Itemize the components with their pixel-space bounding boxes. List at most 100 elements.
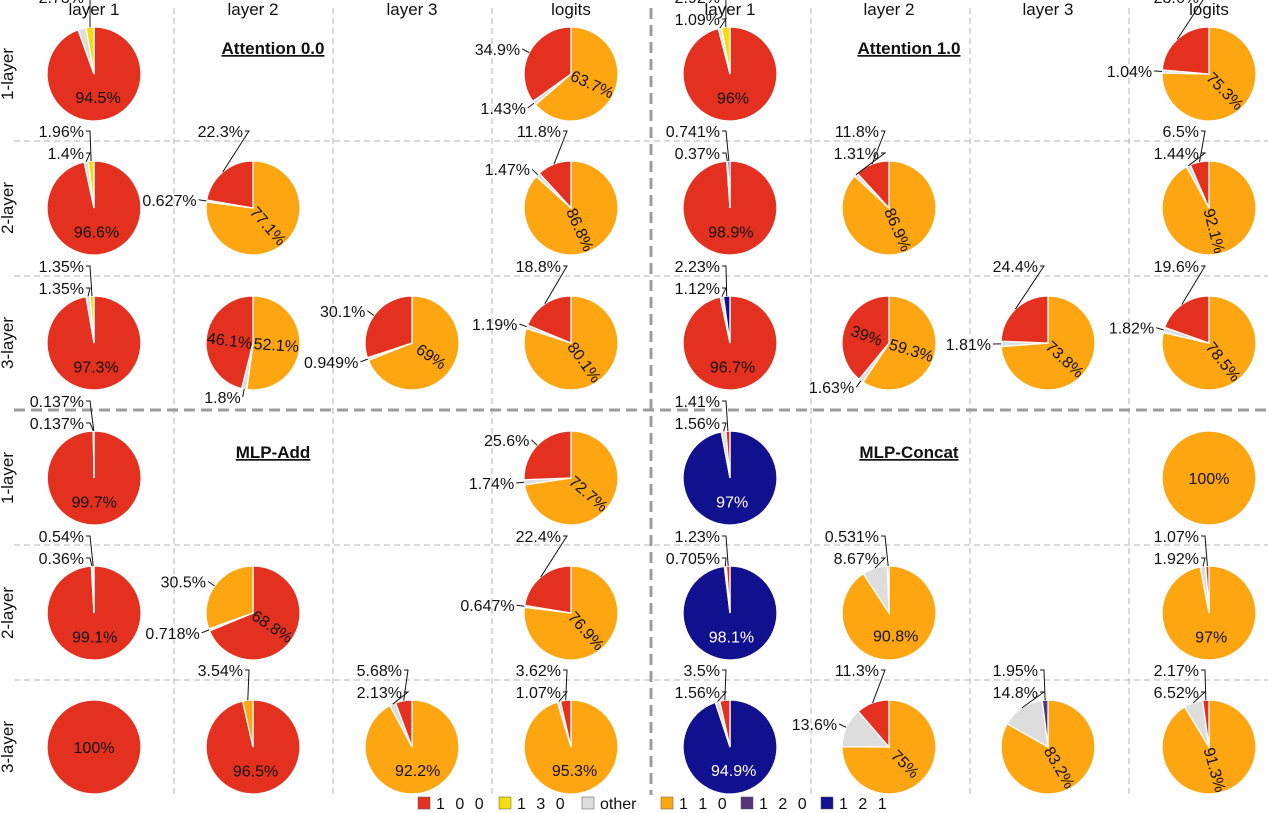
pie-label: 1.07% <box>516 685 561 702</box>
pie-label: 97% <box>1195 629 1227 646</box>
pie: 100% <box>46 699 142 795</box>
pie-label: 0.949% <box>304 355 358 372</box>
leader-line <box>1199 130 1206 163</box>
pie: 92.1%1.44%6.5% <box>1154 124 1257 256</box>
leader-line <box>838 723 847 728</box>
pie-label: 97% <box>716 494 748 511</box>
leader-line <box>544 265 568 305</box>
leader-line <box>722 669 727 701</box>
pie-label: 1.41% <box>675 394 720 411</box>
pie: 100% <box>1161 430 1257 526</box>
leader-line <box>86 535 94 567</box>
leader-line <box>725 0 727 28</box>
legend-label: 1 2 1 <box>839 796 890 813</box>
pie-label: 98.9% <box>708 225 753 242</box>
leader-line <box>86 130 92 162</box>
pie-label: 92.2% <box>395 763 440 780</box>
pie: 94.9% 1.56% 3.5% <box>675 663 778 795</box>
pie-slice <box>559 699 572 748</box>
pie-label: 2.23% <box>675 259 720 276</box>
leader-line <box>722 557 727 567</box>
leader-line <box>531 168 539 176</box>
pie-label: 3.54% <box>198 663 243 680</box>
pie-label: 1.12% <box>675 281 720 298</box>
pie-slice <box>1163 295 1210 344</box>
leader-line <box>86 265 93 297</box>
pie-label: 11.8% <box>517 124 561 141</box>
pie-label: 19.6% <box>1154 259 1199 276</box>
pie-slice <box>394 699 413 748</box>
leader-line <box>881 535 889 567</box>
leader-line <box>86 557 93 567</box>
pie-label: 3.62% <box>516 663 561 680</box>
panel-title: MLP-Add <box>236 443 311 462</box>
pie: 96.7% 1.12% 2.23% <box>675 259 778 391</box>
pie: 90.8% 8.67% 0.531% <box>825 529 937 661</box>
pie-label: 18.8% <box>516 259 561 276</box>
column-label: layer 3 <box>386 0 437 19</box>
pie-label: 1.47% <box>485 162 530 179</box>
pie-label: 23.6% <box>1154 0 1199 7</box>
pie: 97% 1.92% 1.07% <box>1154 529 1257 661</box>
pie-slice <box>886 565 890 614</box>
pie: 96.5% 3.54% <box>198 663 301 795</box>
pie-label: 1.96% <box>39 124 84 141</box>
pie: 86.8%1.47%11.8% <box>485 124 619 256</box>
leader-line <box>531 439 538 446</box>
pie-slice <box>534 26 619 122</box>
row-label: 2-layer <box>0 587 17 639</box>
pie: 68.8%0.718%30.5% <box>145 565 301 661</box>
pie-label: 1.35% <box>39 259 84 276</box>
column-headers: layer 1 layer 2 layer 3 logits layer 1 layer … <box>68 0 1228 19</box>
pie-slice <box>1205 565 1210 614</box>
leader-line <box>527 102 535 109</box>
pie-slice <box>523 430 572 481</box>
pie-slice <box>208 565 301 661</box>
pie-label: 0.531% <box>825 529 879 546</box>
leader-line <box>722 422 727 432</box>
pie: 97% 1.56% 1.41% <box>675 394 778 526</box>
pie-label: 1.19% <box>472 317 517 334</box>
panel-title: Attention 1.0 <box>858 39 961 58</box>
pie: 72.7%1.74%25.6% <box>469 430 619 526</box>
pies: 94.5%2.73%63.7%1.43%34.9%96%1.09%2.92%75… <box>30 0 1257 795</box>
panel-title: MLP-Concat <box>859 443 959 462</box>
pie-label: 94.5% <box>75 90 120 107</box>
pie: 52.1%46.1% 1.8% <box>204 295 301 407</box>
legend-label: 1 2 0 <box>759 796 810 813</box>
pie-label: 1.04% <box>1107 64 1152 81</box>
pie-slice <box>523 565 572 614</box>
row-label: 3-layer <box>0 317 17 369</box>
leader-line <box>722 400 729 432</box>
leader-line <box>403 669 409 701</box>
pie-label: 5.68% <box>357 663 402 680</box>
pie: 91.3%6.52%2.17% <box>1154 663 1257 795</box>
pie: 59.3%39%1.63% <box>809 295 937 397</box>
pie-label: 1.07% <box>1154 529 1199 546</box>
pie-label: 34.9% <box>475 42 520 59</box>
pie-label: 1.95% <box>993 663 1038 680</box>
legend-swatch <box>417 796 431 810</box>
pie-slice <box>1161 430 1257 526</box>
pie-slice <box>523 26 572 103</box>
pie-label: 1.09% <box>675 12 720 29</box>
leader-line <box>242 389 245 398</box>
pie-label: 94.9% <box>711 763 756 780</box>
pie: 69%0.949%30.1% <box>304 295 460 391</box>
leader-line <box>1201 535 1208 567</box>
pie: 73.8%1.81%24.4% <box>946 259 1096 391</box>
leader-line <box>1201 557 1206 567</box>
leader-line <box>722 152 728 162</box>
pie-slice <box>91 565 95 614</box>
pie-slice <box>857 699 890 749</box>
column-label: layer 1 <box>68 0 119 19</box>
pie-label: 96.5% <box>233 763 278 780</box>
pie-label: 90.8% <box>873 629 918 646</box>
leader-line <box>86 422 94 432</box>
pie-label: 24.4% <box>993 259 1038 276</box>
pie-label: 100% <box>74 740 115 757</box>
pie-slice <box>725 430 731 479</box>
pie-label: 11.3% <box>835 663 879 680</box>
leader-line <box>1040 669 1046 701</box>
